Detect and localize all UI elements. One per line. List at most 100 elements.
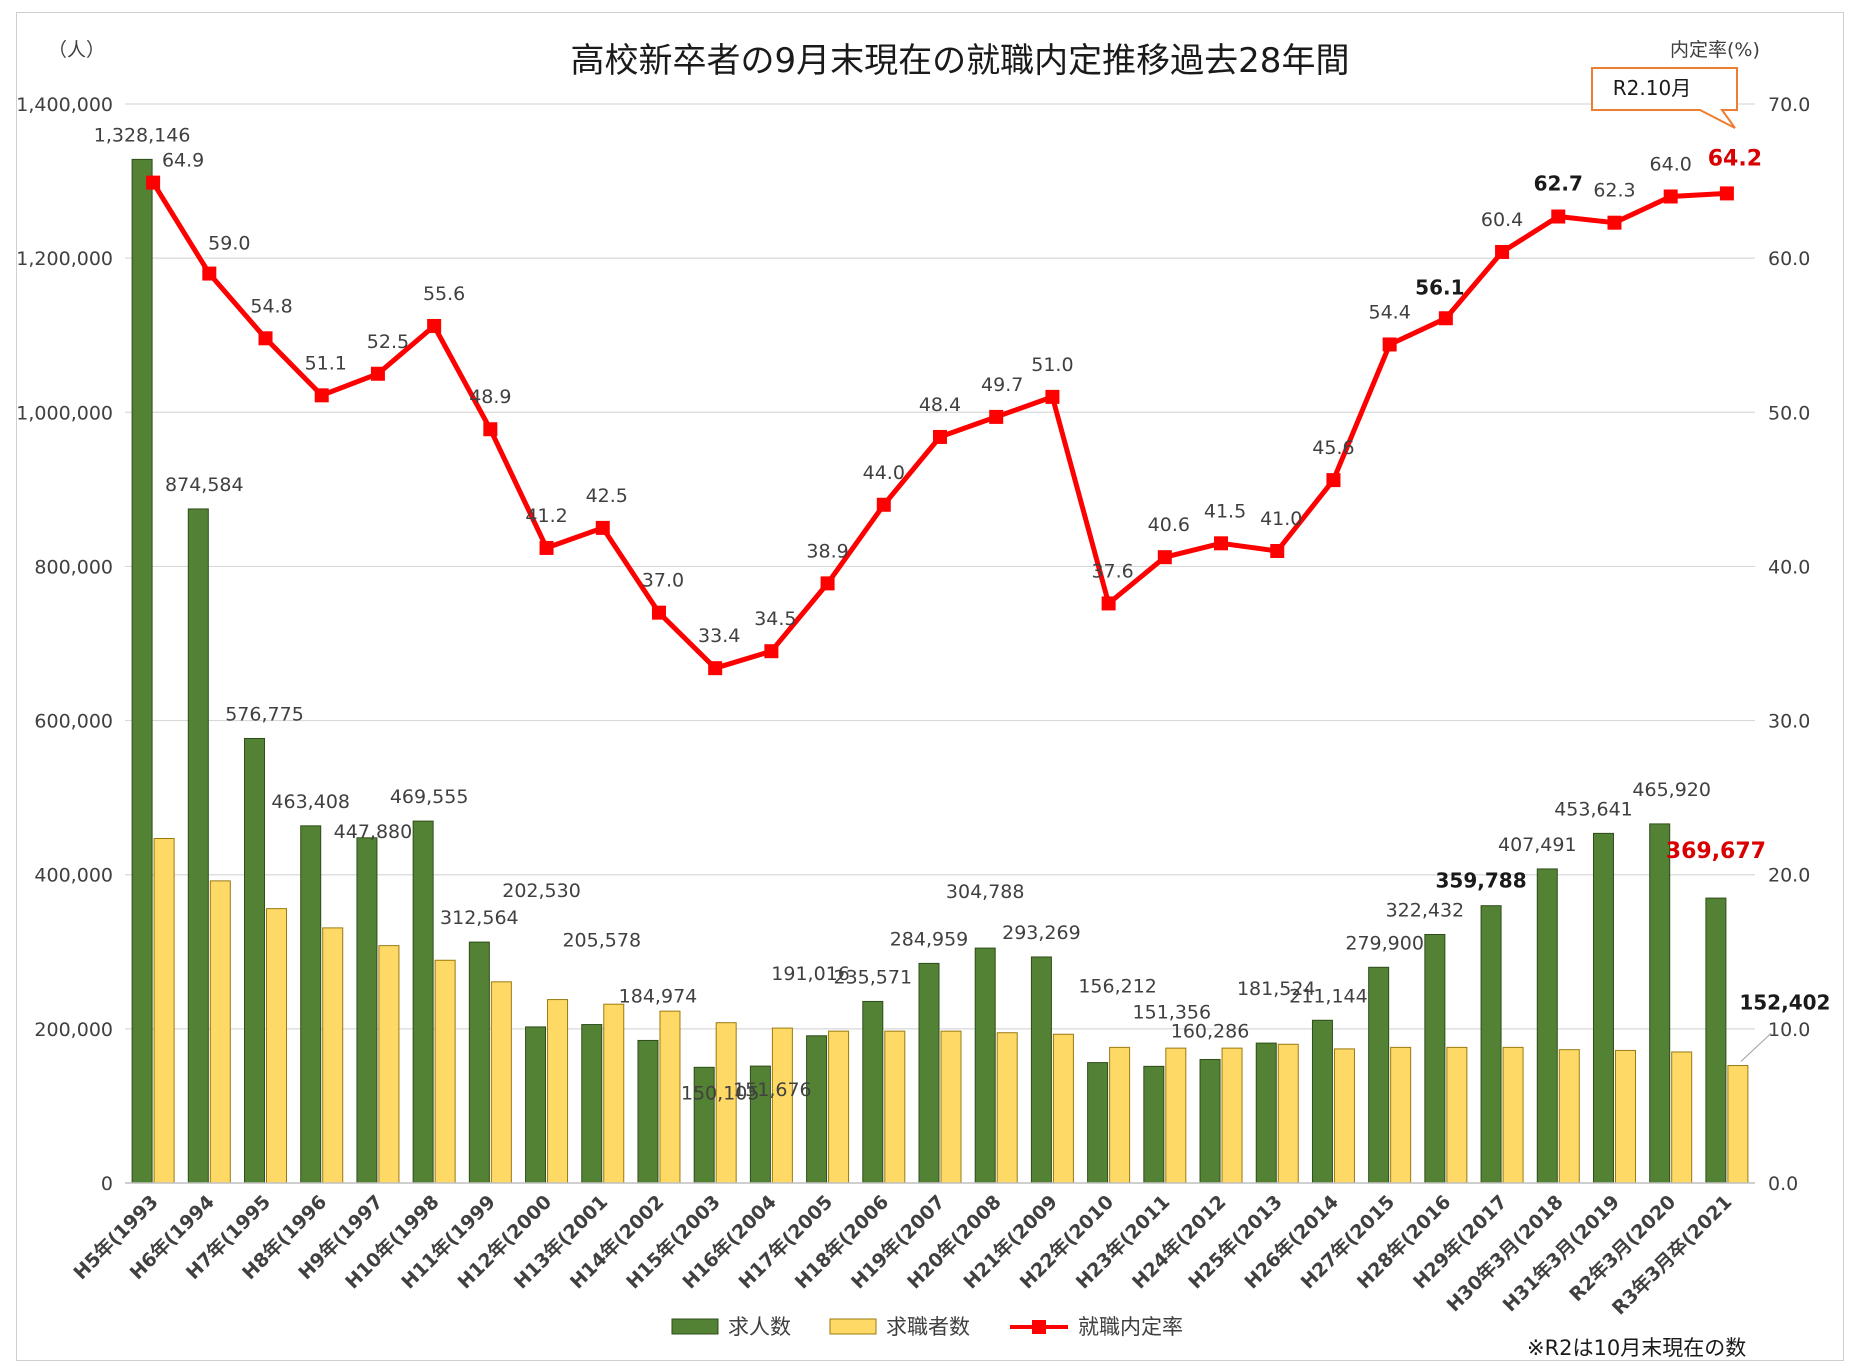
callout-box (1591, 67, 1738, 129)
point-就職内定率 (1495, 244, 1510, 259)
label-求人数: 304,788 (946, 881, 1025, 903)
bar-求職者数 (209, 880, 231, 1184)
label-就職内定率: 55.6 (423, 283, 465, 305)
label-就職内定率: 42.5 (586, 485, 628, 507)
right-tick-label: 0.0 (1768, 1173, 1798, 1195)
point-就職内定率 (1045, 389, 1060, 404)
right-tick-label: 60.0 (1768, 248, 1810, 270)
label-就職内定率: 64.2 (1708, 146, 1762, 171)
leader-line (1740, 1033, 1772, 1062)
bar-求職者数 (1558, 1049, 1580, 1184)
bar-求人数 (637, 1039, 659, 1184)
left-tick-label: 200,000 (34, 1019, 113, 1041)
bar-求人数 (1536, 868, 1558, 1184)
right-axis-unit: 内定率(%) (1670, 39, 1760, 61)
point-就職内定率 (146, 175, 161, 190)
bar-求職者数 (1165, 1047, 1187, 1184)
label-就職内定率: 41.5 (1204, 500, 1246, 522)
bar-求職者数 (378, 945, 400, 1184)
right-tick-label: 70.0 (1768, 94, 1810, 116)
bar-求職者数 (996, 1032, 1018, 1184)
footnote: ※R2は10月末現在の数 (1527, 1336, 1746, 1360)
point-就職内定率 (427, 318, 442, 333)
line-就職内定率 (150, 181, 1728, 671)
label-求人数: 151,356 (1133, 1001, 1212, 1023)
bar-求職者数 (434, 959, 456, 1184)
label-求人数: 151,676 (733, 1079, 812, 1101)
label-就職内定率: 44.0 (863, 462, 905, 484)
bar-求職者数 (266, 908, 288, 1184)
label-就職内定率: 40.6 (1148, 514, 1190, 536)
point-就職内定率 (258, 331, 273, 346)
bar-求人数 (1592, 832, 1614, 1184)
bar-求人数 (131, 158, 153, 1184)
bar-求職者数 (1221, 1047, 1243, 1184)
label-求人数: 211,144 (1289, 985, 1368, 1007)
label-求人数: 447,880 (334, 821, 413, 843)
label-就職内定率: 37.0 (642, 570, 684, 592)
label-求職者数: 152,402 (1739, 991, 1830, 1015)
point-就職内定率 (651, 605, 666, 620)
label-就職内定率: 62.3 (1593, 180, 1635, 202)
label-求人数: 235,571 (834, 966, 913, 988)
bar-求職者数 (659, 1010, 681, 1184)
label-求人数: 407,491 (1498, 834, 1577, 856)
label-求人数: 150,105 (681, 1082, 760, 1104)
bar-求職者数 (1446, 1046, 1468, 1184)
label-就職内定率: 54.8 (250, 295, 292, 317)
bar-求職者数 (1390, 1046, 1412, 1184)
bar-求人数 (244, 737, 266, 1184)
label-求人数: 293,269 (1002, 922, 1081, 944)
point-就職内定率 (1326, 473, 1341, 488)
right-tick-label: 30.0 (1768, 711, 1810, 733)
bar-求人数 (1368, 966, 1390, 1184)
point-就職内定率 (708, 661, 723, 676)
bar-求人数 (1705, 897, 1727, 1184)
bar-求職者数 (1277, 1043, 1299, 1184)
bar-求人数 (1480, 905, 1502, 1184)
label-就職内定率: 52.5 (367, 331, 409, 353)
label-就職内定率: 41.2 (525, 505, 567, 527)
bar-求人数 (1087, 1062, 1109, 1184)
label-就職内定率: 48.9 (469, 386, 511, 408)
left-tick-label: 1,000,000 (16, 402, 113, 424)
label-就職内定率: 41.0 (1260, 508, 1302, 530)
bar-求人数 (412, 820, 434, 1184)
bar-求人数 (918, 962, 940, 1184)
point-就職内定率 (989, 409, 1004, 424)
label-求人数: 463,408 (271, 791, 350, 813)
bar-求職者数 (490, 981, 512, 1184)
right-tick-label: 50.0 (1768, 402, 1810, 424)
bar-求職者数 (1727, 1065, 1749, 1184)
label-就職内定率: 49.7 (981, 374, 1023, 396)
legend-label-求職者数: 求職者数 (886, 1315, 970, 1339)
bar-求人数 (1424, 933, 1446, 1184)
point-就職内定率 (483, 422, 498, 437)
bar-求人数 (1030, 956, 1052, 1184)
label-求人数: 205,578 (562, 930, 641, 952)
label-就職内定率: 45.6 (1312, 437, 1354, 459)
left-tick-label: 1,200,000 (16, 248, 113, 270)
label-求人数: 191,016 (771, 963, 850, 985)
point-就職内定率 (1382, 337, 1397, 352)
label-就職内定率: 38.9 (806, 540, 848, 562)
label-就職内定率: 54.4 (1368, 301, 1410, 323)
bar-求職者数 (771, 1027, 793, 1184)
label-求人数: 369,677 (1666, 839, 1766, 864)
label-求人数: 465,920 (1632, 779, 1711, 801)
label-就職内定率: 64.9 (162, 150, 204, 172)
label-就職内定率: 48.4 (919, 394, 961, 416)
right-tick-label: 10.0 (1768, 1019, 1810, 1041)
point-就職内定率 (1607, 215, 1622, 230)
point-就職内定率 (539, 540, 554, 555)
label-求人数: 184,974 (619, 985, 698, 1007)
point-就職内定率 (1438, 311, 1453, 326)
right-tick-label: 20.0 (1768, 865, 1810, 887)
bar-求職者数 (547, 999, 569, 1184)
label-就職内定率: 62.7 (1534, 172, 1583, 196)
left-tick-label: 400,000 (34, 865, 113, 887)
label-就職内定率: 64.0 (1650, 153, 1692, 175)
label-求人数: 156,212 (1078, 976, 1157, 998)
left-tick-label: 600,000 (34, 711, 113, 733)
